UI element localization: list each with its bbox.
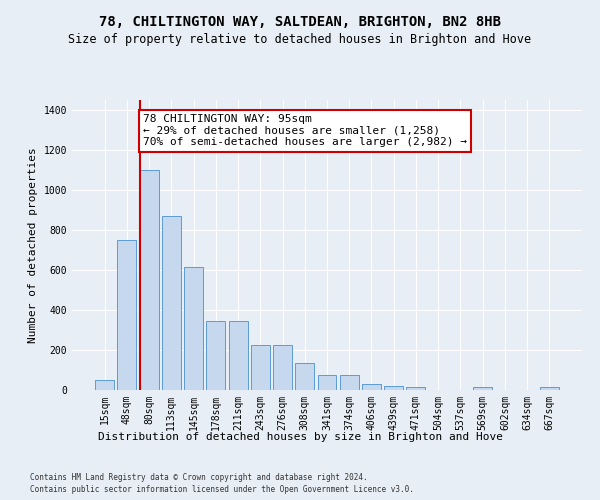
Text: Contains public sector information licensed under the Open Government Licence v3: Contains public sector information licen… bbox=[30, 485, 414, 494]
Text: 78, CHILTINGTON WAY, SALTDEAN, BRIGHTON, BN2 8HB: 78, CHILTINGTON WAY, SALTDEAN, BRIGHTON,… bbox=[99, 15, 501, 29]
Text: Distribution of detached houses by size in Brighton and Hove: Distribution of detached houses by size … bbox=[97, 432, 503, 442]
Bar bbox=[206, 321, 225, 390]
Text: 78 CHILTINGTON WAY: 95sqm
← 29% of detached houses are smaller (1,258)
70% of se: 78 CHILTINGTON WAY: 95sqm ← 29% of detac… bbox=[143, 114, 467, 147]
Y-axis label: Number of detached properties: Number of detached properties bbox=[28, 147, 38, 343]
Bar bbox=[95, 380, 114, 390]
Bar bbox=[540, 387, 559, 390]
Bar bbox=[140, 170, 158, 390]
Bar bbox=[295, 363, 314, 390]
Bar bbox=[118, 240, 136, 390]
Bar bbox=[317, 375, 337, 390]
Text: Contains HM Land Registry data © Crown copyright and database right 2024.: Contains HM Land Registry data © Crown c… bbox=[30, 472, 368, 482]
Bar bbox=[251, 345, 270, 390]
Bar bbox=[384, 386, 403, 390]
Bar bbox=[406, 387, 425, 390]
Bar bbox=[362, 384, 381, 390]
Bar bbox=[340, 375, 359, 390]
Text: Size of property relative to detached houses in Brighton and Hove: Size of property relative to detached ho… bbox=[68, 32, 532, 46]
Bar bbox=[273, 345, 292, 390]
Bar bbox=[162, 216, 181, 390]
Bar bbox=[473, 387, 492, 390]
Bar bbox=[229, 321, 248, 390]
Bar bbox=[184, 267, 203, 390]
